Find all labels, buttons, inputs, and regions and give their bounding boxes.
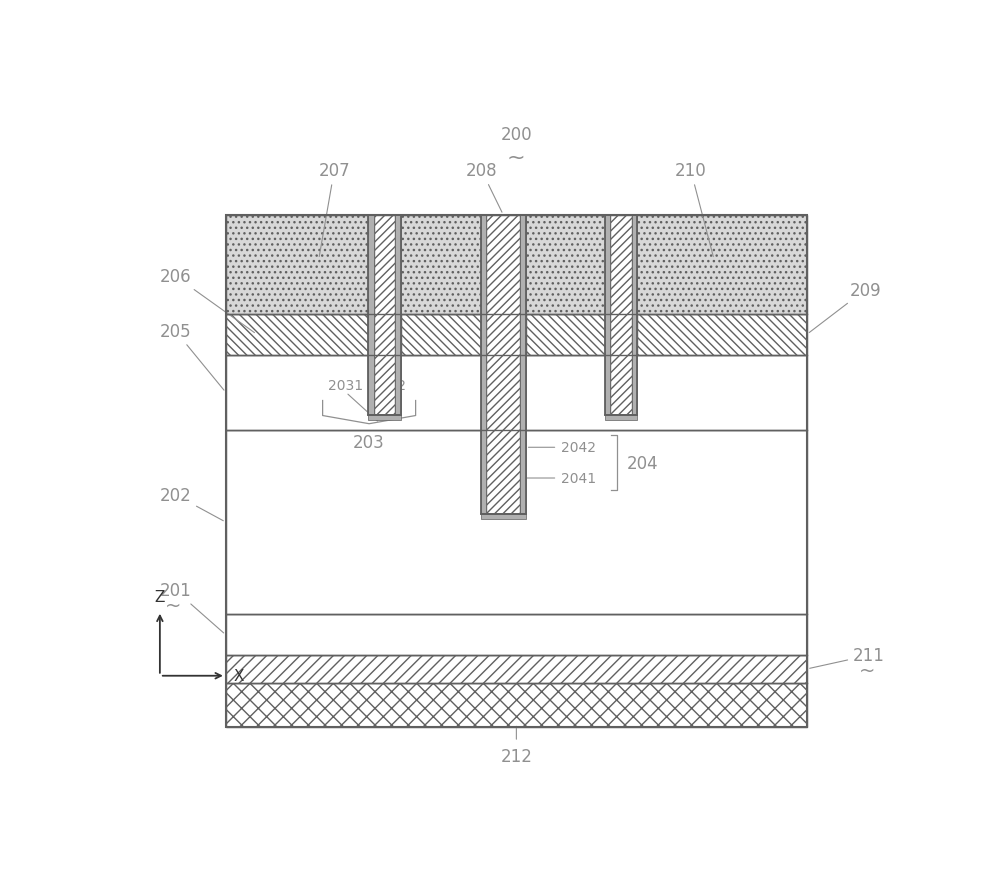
Bar — [226, 215, 807, 727]
Bar — [520, 215, 526, 514]
Text: 207: 207 — [318, 162, 350, 257]
Text: 206: 206 — [160, 268, 254, 333]
Bar — [226, 615, 807, 656]
Text: ~: ~ — [859, 661, 876, 680]
Bar — [368, 215, 374, 416]
Bar — [395, 215, 401, 416]
Text: 2031: 2031 — [328, 379, 363, 393]
Text: Z: Z — [155, 589, 165, 604]
Bar — [486, 215, 520, 514]
Bar — [374, 215, 395, 416]
Bar — [605, 215, 637, 420]
Bar — [481, 215, 486, 514]
Bar — [632, 215, 637, 416]
Text: 204: 204 — [626, 455, 658, 472]
Bar — [610, 215, 632, 416]
Text: 200: 200 — [501, 126, 532, 144]
Bar — [401, 315, 481, 355]
Bar — [368, 416, 401, 420]
Bar — [226, 683, 807, 727]
Bar — [605, 416, 637, 420]
Bar — [226, 656, 807, 683]
Text: X: X — [234, 668, 244, 683]
Bar — [226, 431, 807, 615]
Text: 212: 212 — [500, 748, 532, 766]
Bar — [605, 215, 610, 416]
Bar — [481, 215, 526, 519]
Text: 2042: 2042 — [561, 440, 596, 455]
Bar — [526, 315, 605, 355]
Text: 211: 211 — [810, 647, 885, 669]
Text: 2041: 2041 — [561, 471, 596, 486]
Bar — [481, 514, 526, 519]
Text: 209: 209 — [809, 282, 881, 333]
Bar — [637, 315, 807, 355]
Bar — [226, 315, 368, 355]
Bar — [226, 355, 807, 431]
Text: 201: 201 — [160, 582, 224, 633]
Text: 210: 210 — [675, 162, 713, 257]
Text: 202: 202 — [160, 486, 223, 521]
Bar — [226, 215, 807, 315]
Bar — [368, 215, 401, 420]
Text: 203: 203 — [353, 433, 385, 451]
Text: ~: ~ — [507, 147, 526, 167]
Text: 2032: 2032 — [371, 379, 406, 393]
Text: 208: 208 — [466, 162, 502, 213]
Text: ~: ~ — [165, 596, 181, 615]
Text: 205: 205 — [160, 323, 224, 391]
